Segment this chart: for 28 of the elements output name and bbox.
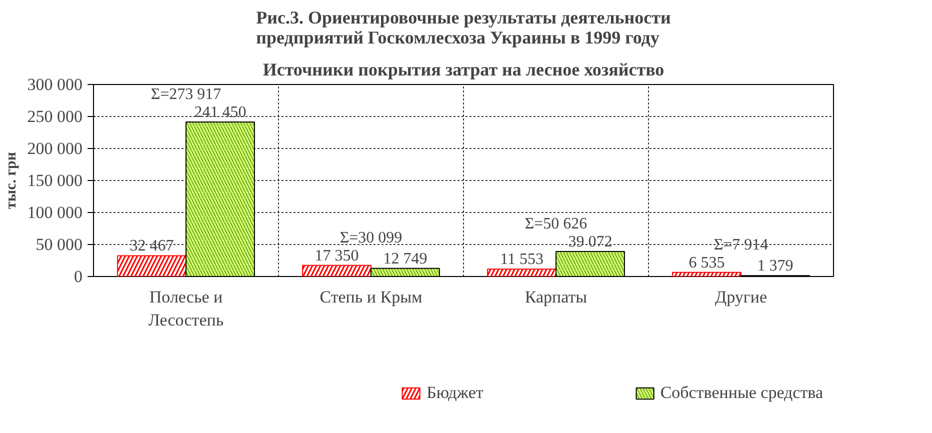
data-label: 32 467 <box>130 238 174 255</box>
legend-label: Бюджет <box>426 382 484 402</box>
data-label: 12 749 <box>383 250 428 268</box>
data-label: 39 072 <box>568 233 612 250</box>
annotation: Σ=50 626 <box>524 215 588 232</box>
y-tick-label: 300 000 <box>27 75 82 94</box>
y-axis-title: тыс. грн <box>3 152 20 210</box>
data-label: 241 450 <box>194 104 246 121</box>
y-tick-label: 50 000 <box>36 235 82 254</box>
legend-label: Собственные средства <box>660 382 823 402</box>
annotation: Σ=273 917 <box>150 86 222 103</box>
annotation: Σ=30 099 <box>340 229 402 246</box>
data-label: 11 553 <box>500 251 544 268</box>
x-tick-label: Карпаты <box>524 288 588 306</box>
chart-subtitle: Источники покрытия затрат на лесное хозяйство <box>262 60 664 80</box>
data-label: 17 350 <box>314 247 359 264</box>
y-tick-label: 250 000 <box>27 107 82 126</box>
x-tick-label: Другие <box>715 288 768 306</box>
annotation: Σ=7 914 <box>714 236 768 254</box>
y-tick-label: 150 000 <box>27 171 82 190</box>
y-tick-label: 200 000 <box>27 139 82 158</box>
x-tick-label: Полесье и Лесостепь <box>148 288 224 330</box>
x-tick-label: Степь и Крым <box>320 288 423 306</box>
chart-title: Рис.3. Ориентировочные результаты деятельности предприятий Госкомлесхоза Украины в 1999 году <box>256 8 671 48</box>
y-tick-label: 0 <box>74 267 82 286</box>
data-label: 1 379 <box>757 258 794 275</box>
data-label: 6 535 <box>688 254 725 272</box>
y-tick-label: 100 000 <box>27 203 82 222</box>
